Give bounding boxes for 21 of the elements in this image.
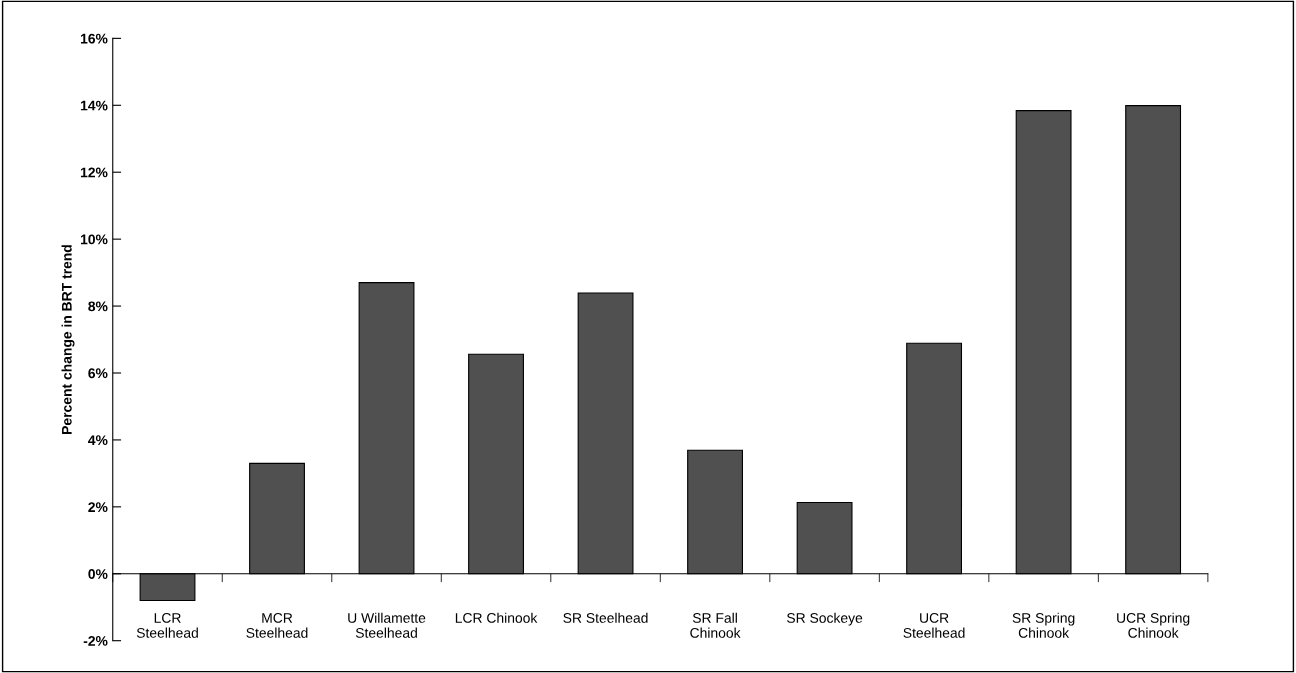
y-tick-label: 0% [88,569,108,579]
y-tick-label: 14% [80,100,108,111]
x-tick-label: SR Spring Chinook [1012,612,1075,638]
x-tick-label: SR Fall Chinook [690,612,741,638]
y-tick-label: 16% [80,33,108,44]
y-tick-label: 12% [80,167,108,178]
x-tick-label: LCR Chinook [455,612,538,623]
y-tick-label: -2% [83,636,108,646]
x-tick-label: SR Sockeye [787,612,863,626]
x-tick-label: SR Steelhead [563,612,648,623]
y-tick-label: 10% [80,234,108,245]
y-tick-label: 8% [88,301,108,312]
x-tick-label: LCR Steelhead [136,613,198,638]
x-tick-label: U Willamette Steelhead [348,612,426,638]
x-tick-label: MCR Steelhead [246,613,308,638]
x-tick-label: UCR Spring Chinook [1117,612,1190,638]
y-axis-title: Percent change in BRT trend [61,245,75,434]
y-tick-label: 4% [88,435,108,446]
y-tick-label: 6% [88,368,108,379]
y-tick-label: 2% [88,502,108,512]
x-tick-label: UCR Steelhead [903,613,965,638]
